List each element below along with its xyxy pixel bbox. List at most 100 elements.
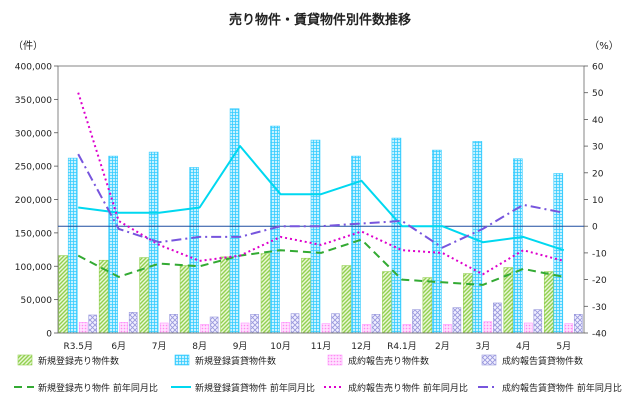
bar-4 (169, 314, 178, 334)
bar-2 (229, 108, 240, 334)
bars (58, 108, 583, 334)
bar-2 (108, 155, 118, 334)
y-left-tick-label: 0 (46, 330, 52, 340)
bar-2 (270, 125, 280, 334)
bar-3 (402, 324, 412, 334)
bar-1 (220, 256, 230, 334)
bar-1 (463, 273, 473, 334)
bar-2 (553, 173, 564, 334)
legend-swatch (481, 354, 497, 366)
bar-4 (573, 314, 583, 334)
bar-2 (310, 139, 321, 334)
legend-label: 成約報告賃貸物件 前年同月比 (502, 382, 622, 394)
bar-4 (452, 307, 462, 334)
y-right-tick-label: 60 (592, 63, 604, 73)
y-left-tick-label: 350,000 (15, 96, 52, 106)
bar-2 (67, 157, 78, 334)
bar-3 (240, 322, 250, 334)
y-right-tick-label: -30 (592, 303, 607, 313)
bar-3 (483, 321, 493, 334)
x-tick-label: 5月 (556, 341, 571, 352)
legend-label: 成約報告賃貸物件数 (502, 355, 583, 367)
bar-1 (301, 257, 311, 334)
bar-1 (58, 255, 69, 334)
x-tick-label: 2月 (435, 341, 450, 352)
bar-2 (189, 167, 199, 334)
bar-3 (200, 324, 209, 334)
legend-swatch (327, 354, 343, 366)
bar-4 (331, 313, 340, 334)
y-left-tick-label: 200,000 (15, 196, 52, 206)
line-series-3 (77, 92, 565, 276)
bar-2 (391, 137, 402, 334)
bar-3 (119, 322, 128, 334)
line-series-1 (77, 238, 564, 286)
legend-label: 新規登録賃貸物件 前年同月比 (195, 382, 315, 394)
y-left-tick-label: 250,000 (15, 163, 52, 173)
bar-1 (341, 265, 352, 334)
bar-4 (371, 314, 381, 334)
y-right-tick-label: -40 (592, 330, 607, 340)
bar-2 (513, 158, 523, 334)
y-right-tick-label: 10 (592, 196, 604, 206)
bar-4 (250, 314, 259, 334)
legend-label: 新規登録売り物件 前年同月比 (38, 382, 158, 394)
legend-label: 新規登録賃貸物件数 (195, 355, 276, 367)
bar-3 (564, 323, 574, 334)
legend: 新規登録売り物件数 新規登録賃貸物件数 成約報告売り物件数 成約報告賃貸物件数新規登録… (14, 354, 622, 394)
y-left-tick-label: 400,000 (15, 63, 52, 73)
tick-labels: 0 50,000 100,000 150,000 200,000 250,000 300,0… (15, 63, 607, 353)
x-tick-label: 7月 (152, 341, 167, 352)
y-left-tick-label: 300,000 (15, 129, 52, 139)
line-series-2 (78, 145, 565, 252)
chart-title: 売り物件・賃貸物件別件数推移 (229, 12, 411, 28)
y-left-tick-label: 50,000 (21, 296, 53, 306)
y-right-tick-label: 20 (592, 169, 604, 179)
bar-4 (493, 302, 502, 334)
y-right-tick-label: 0 (592, 223, 598, 233)
legend-label: 新規登録売り物件数 (38, 355, 119, 367)
legend-label: 成約報告売り物件 前年同月比 (348, 382, 468, 394)
x-tick-label: 3月 (475, 341, 490, 352)
bar-4 (412, 309, 421, 334)
bar-4 (209, 316, 219, 334)
bar-3 (159, 322, 169, 334)
x-tick-label: 6月 (111, 341, 126, 352)
x-tick-label: 12月 (351, 341, 371, 352)
bar-1 (382, 271, 392, 334)
line-series-4 (77, 153, 564, 249)
bar-2 (472, 141, 483, 334)
bar-1 (179, 265, 190, 334)
y-right-tick-label: 30 (592, 143, 604, 153)
bar-3 (281, 322, 290, 334)
y-left-tick-label: 150,000 (15, 229, 52, 239)
x-tick-label: R3.5月 (63, 341, 93, 352)
x-tick-label: 10月 (270, 341, 290, 352)
legend-label: 成約報告売り物件数 (348, 355, 429, 367)
bar-3 (321, 323, 331, 334)
y-right-tick-label: -20 (592, 276, 607, 286)
lines (77, 92, 565, 286)
bar-1 (422, 277, 433, 334)
bar-4 (290, 313, 300, 334)
x-tick-label: 4月 (516, 341, 531, 352)
y-right-tick-label: -10 (592, 249, 607, 259)
x-tick-label: R4.1月 (387, 341, 417, 352)
bar-1 (543, 271, 554, 334)
right-axis-unit: （%） (589, 40, 619, 52)
bar-4 (128, 312, 138, 334)
legend-swatch (174, 354, 190, 366)
y-right-tick-label: 50 (592, 89, 604, 99)
bar-1 (260, 253, 271, 334)
y-left-tick-label: 100,000 (15, 263, 52, 273)
bar-2 (432, 149, 442, 334)
bar-3 (78, 322, 88, 334)
bar-3 (524, 322, 533, 334)
y-right-tick-label: 40 (592, 116, 604, 126)
bar-1 (503, 267, 514, 334)
left-axis-unit: （件） (13, 40, 43, 52)
x-tick-label: 11月 (311, 341, 331, 352)
bar-3 (362, 324, 371, 334)
legend-swatch (17, 354, 33, 366)
